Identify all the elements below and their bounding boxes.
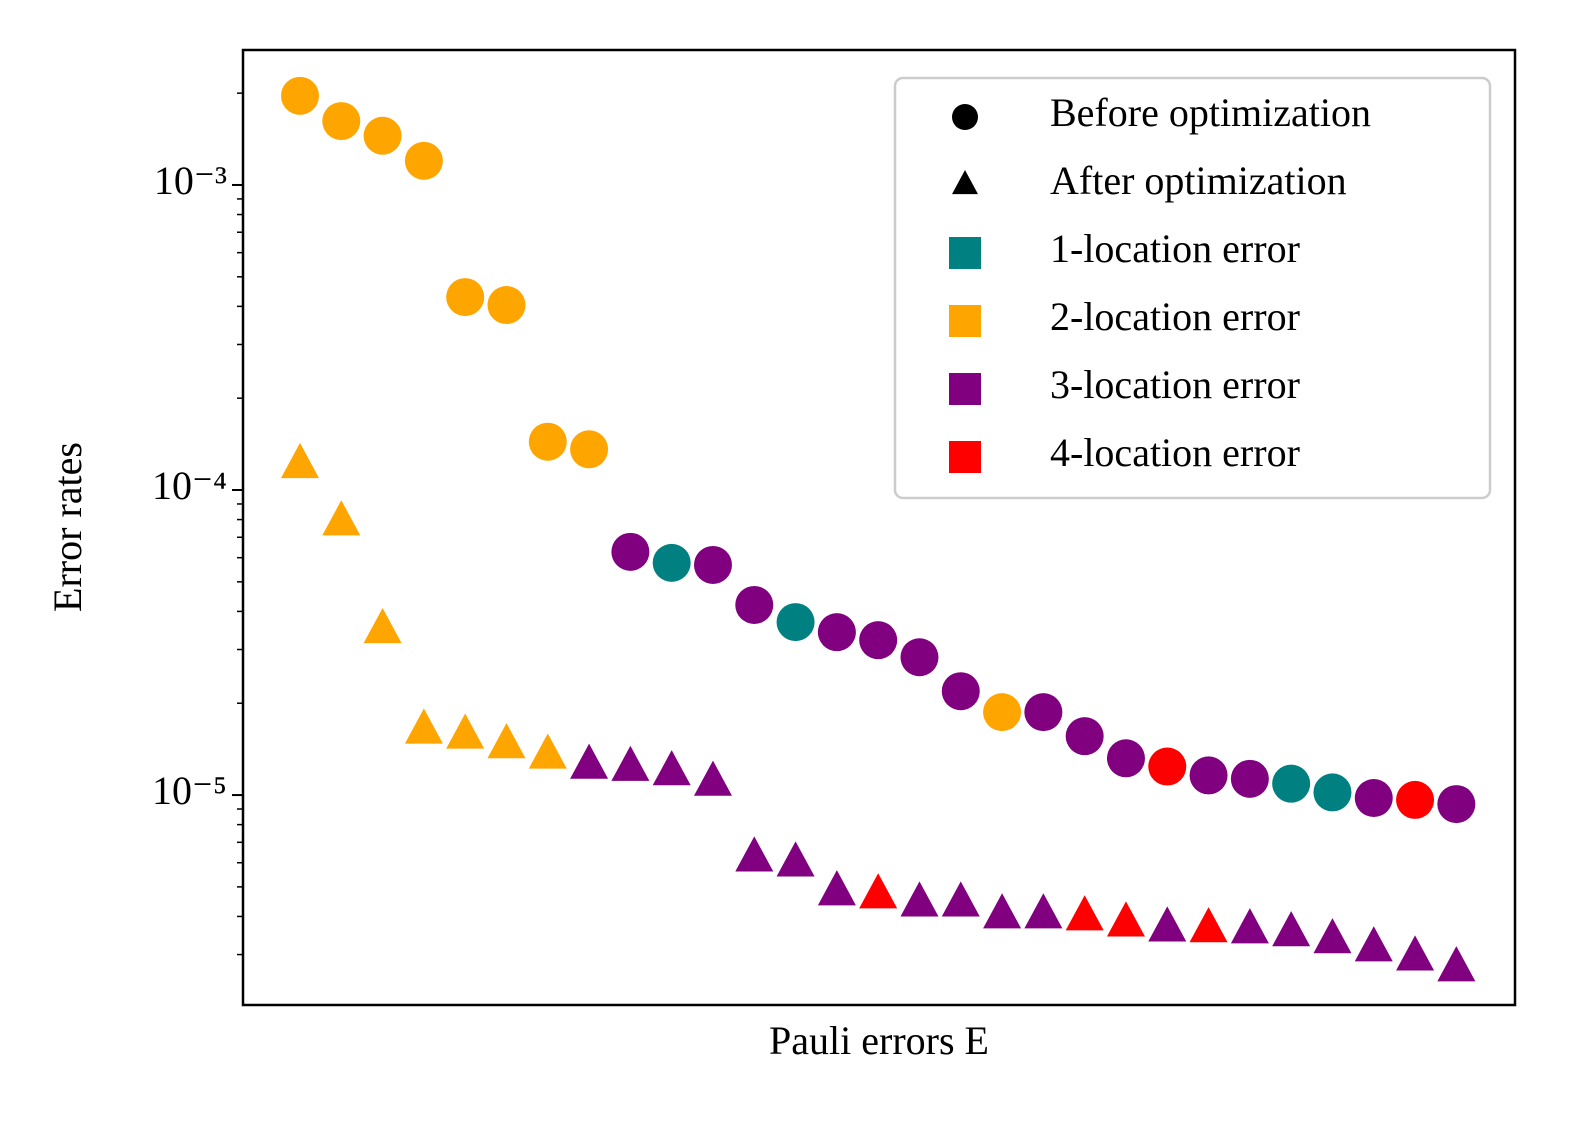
legend-swatch — [949, 441, 981, 473]
triangle-point — [1230, 908, 1269, 944]
circle-point — [1230, 759, 1269, 798]
circle-point — [1148, 747, 1187, 786]
triangle-point — [1065, 895, 1104, 931]
legend-swatch — [949, 305, 981, 337]
circle-point — [735, 585, 774, 624]
legend-box — [893, 76, 1492, 500]
plot-frame — [241, 48, 1517, 1007]
triangle-point — [900, 881, 939, 917]
triangle-point — [652, 750, 691, 786]
circle-point — [363, 116, 402, 155]
circle-point — [1396, 780, 1435, 819]
circle-point — [446, 278, 485, 317]
triangle-point — [1354, 926, 1393, 962]
triangle-point — [693, 760, 732, 796]
triangle-point — [859, 873, 898, 909]
triangle-point — [1437, 946, 1476, 982]
triangle-point — [363, 608, 402, 644]
triangle-point — [280, 442, 319, 479]
triangle-point — [1396, 935, 1435, 971]
circle-point — [1437, 785, 1476, 824]
circle-point — [952, 104, 978, 130]
circle-point — [570, 430, 609, 469]
triangle-point — [941, 881, 980, 917]
triangle-point — [404, 708, 443, 744]
circle-point — [1106, 739, 1145, 778]
circle-point — [941, 672, 980, 711]
circle-point — [404, 141, 443, 180]
y-tick-label: 10⁻⁵ — [152, 768, 227, 813]
triangle-point — [776, 841, 815, 877]
circle-point — [983, 693, 1022, 732]
legend-label: 4-location error — [1050, 430, 1300, 475]
triangle-point — [735, 836, 774, 872]
legend-swatch — [949, 373, 981, 405]
circle-point — [528, 422, 567, 461]
triangle-point — [570, 743, 609, 779]
triangle-point — [983, 893, 1022, 929]
circle-point — [487, 286, 526, 325]
y-axis-label: Error rates — [45, 442, 90, 612]
y-tick-label: 10⁻³ — [154, 158, 227, 203]
legend-label: 1-location error — [1050, 226, 1300, 271]
circle-point — [611, 532, 650, 571]
legend-label: 2-location error — [1050, 294, 1300, 339]
triangle-point — [1313, 918, 1352, 954]
circle-point — [1065, 717, 1104, 756]
circle-point — [817, 613, 856, 652]
circle-point — [1354, 779, 1393, 818]
circle-point — [1024, 693, 1063, 732]
triangle-point — [487, 723, 526, 759]
triangle-point — [528, 733, 567, 769]
circle-point — [652, 543, 691, 582]
circle-point — [1272, 764, 1311, 803]
circle-point — [693, 545, 732, 584]
legend-label: Before optimization — [1050, 90, 1371, 135]
triangle-point — [446, 713, 485, 749]
circle-point — [322, 102, 361, 141]
circle-point — [776, 603, 815, 642]
triangle-point — [1272, 911, 1311, 947]
triangle-point — [1148, 906, 1187, 942]
triangle-point — [322, 500, 361, 536]
triangle-point — [1189, 907, 1228, 943]
triangle-point — [1024, 893, 1063, 929]
triangle-point — [1106, 901, 1145, 937]
circle-point — [859, 621, 898, 660]
triangle-point — [952, 170, 978, 195]
circle-point — [1189, 756, 1228, 795]
triangle-point — [611, 745, 650, 781]
legend-label: After optimization — [1050, 158, 1347, 203]
x-axis-label: Pauli errors E — [769, 1018, 989, 1063]
circle-point — [900, 638, 939, 677]
triangle-point — [817, 870, 856, 906]
circle-point — [280, 76, 319, 115]
y-tick-label: 10⁻⁴ — [152, 463, 227, 508]
circle-point — [1313, 773, 1352, 812]
legend-label: 3-location error — [1050, 362, 1300, 407]
legend-swatch — [949, 237, 981, 269]
